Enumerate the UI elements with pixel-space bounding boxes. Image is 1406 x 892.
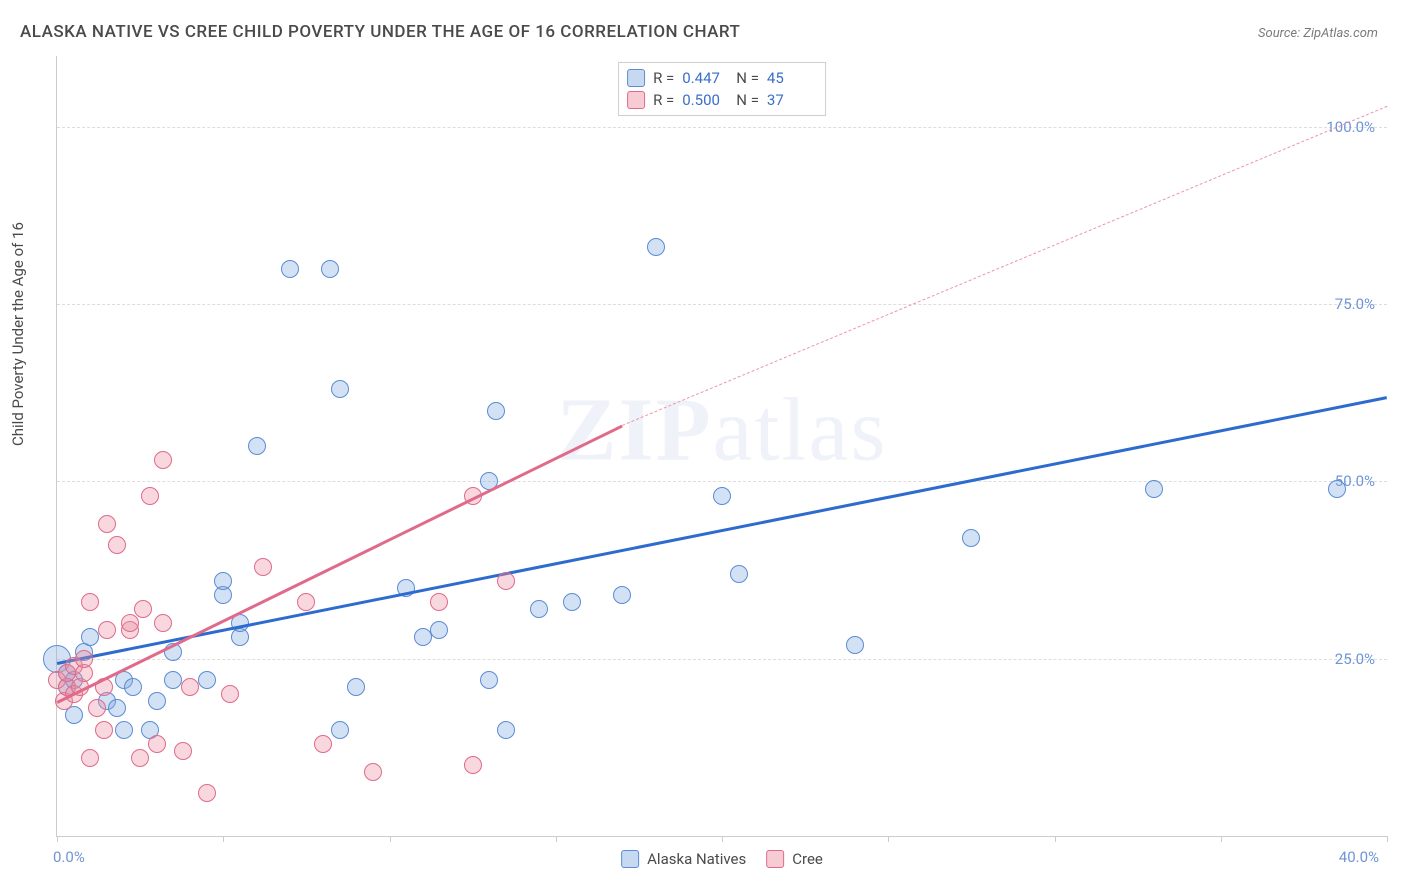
r-value: 0.500 (682, 89, 728, 111)
data-point (297, 593, 315, 611)
data-point (75, 650, 93, 668)
legend-item: Alaska Natives (621, 850, 746, 868)
data-point (480, 671, 498, 689)
watermark: ZIPatlas (557, 379, 888, 482)
legend-swatch-icon (621, 850, 639, 868)
data-point (141, 487, 159, 505)
x-tick (57, 836, 58, 842)
data-point (164, 671, 182, 689)
x-tick (556, 836, 557, 842)
data-point (221, 685, 239, 703)
data-point (430, 621, 448, 639)
legend-label: Cree (792, 850, 823, 868)
x-tick (1055, 836, 1056, 842)
x-tick (722, 836, 723, 842)
data-point (88, 699, 106, 717)
correlation-stats-legend: R = 0.447 N = 45 R = 0.500 N = 37 (618, 62, 826, 116)
n-value: 45 (767, 67, 813, 89)
data-point (347, 678, 365, 696)
data-point (254, 558, 272, 576)
r-value: 0.447 (682, 67, 728, 89)
data-point (487, 402, 505, 420)
x-tick (1387, 836, 1388, 842)
gridline (57, 127, 1387, 128)
data-point (148, 735, 166, 753)
y-tick-label: 75.0% (1335, 295, 1375, 313)
y-tick-label: 25.0% (1335, 650, 1375, 668)
stats-row: R = 0.447 N = 45 (627, 67, 813, 89)
scatter-plot-area: ZIPatlas R =0.447N =45R =0.500N =37 Alas… (56, 56, 1387, 837)
data-point (713, 487, 731, 505)
y-axis-label: Child Poverty Under the Age of 16 (9, 222, 27, 446)
data-point (248, 437, 266, 455)
data-point (154, 614, 172, 632)
data-point (134, 600, 152, 618)
x-tick (888, 836, 889, 842)
data-point (497, 721, 515, 739)
x-tick (1221, 836, 1222, 842)
x-tick (223, 836, 224, 842)
data-point (414, 628, 432, 646)
gridline (57, 304, 1387, 305)
data-point (81, 749, 99, 767)
data-point (174, 742, 192, 760)
x-tick-label: 40.0% (1339, 848, 1379, 866)
data-point (148, 692, 166, 710)
chart-title: ALASKA NATIVE VS CREE CHILD POVERTY UNDE… (20, 22, 740, 42)
n-label: N = (736, 67, 759, 89)
data-point (108, 536, 126, 554)
trend-line (56, 425, 622, 704)
n-value: 37 (767, 89, 813, 111)
data-point (81, 628, 99, 646)
data-point (115, 721, 133, 739)
legend-item: Cree (766, 850, 823, 868)
data-point (314, 735, 332, 753)
data-point (846, 636, 864, 654)
data-point (497, 572, 515, 590)
x-tick (390, 836, 391, 842)
stats-row: R = 0.500 N = 37 (627, 89, 813, 111)
n-label: N = (736, 89, 759, 111)
data-point (98, 621, 116, 639)
data-point (124, 678, 142, 696)
source-attribution: Source: ZipAtlas.com (1258, 26, 1378, 41)
x-tick-label: 0.0% (53, 848, 85, 866)
data-point (198, 671, 216, 689)
data-point (331, 380, 349, 398)
data-point (98, 515, 116, 533)
data-point (121, 614, 139, 632)
data-point (181, 678, 199, 696)
data-point (108, 699, 126, 717)
data-point (530, 600, 548, 618)
data-point (95, 721, 113, 739)
legend-label: Alaska Natives (647, 850, 746, 868)
gridline (57, 481, 1387, 482)
legend-swatch-icon (766, 850, 784, 868)
data-point (464, 756, 482, 774)
r-label: R = (653, 89, 674, 111)
data-point (613, 586, 631, 604)
data-point (281, 260, 299, 278)
data-point (81, 593, 99, 611)
legend-swatch-icon (627, 69, 645, 87)
r-label: R = (653, 67, 674, 89)
data-point (331, 721, 349, 739)
data-point (131, 749, 149, 767)
trend-line (622, 106, 1387, 426)
series-legend: Alaska Natives Cree (621, 850, 823, 868)
data-point (1328, 480, 1346, 498)
data-point (214, 572, 232, 590)
data-point (962, 529, 980, 547)
data-point (154, 451, 172, 469)
data-point (364, 763, 382, 781)
data-point (430, 593, 448, 611)
legend-swatch-icon (627, 91, 645, 109)
data-point (198, 784, 216, 802)
data-point (321, 260, 339, 278)
data-point (563, 593, 581, 611)
gridline (57, 659, 1387, 660)
data-point (730, 565, 748, 583)
data-point (1145, 480, 1163, 498)
data-point (647, 238, 665, 256)
